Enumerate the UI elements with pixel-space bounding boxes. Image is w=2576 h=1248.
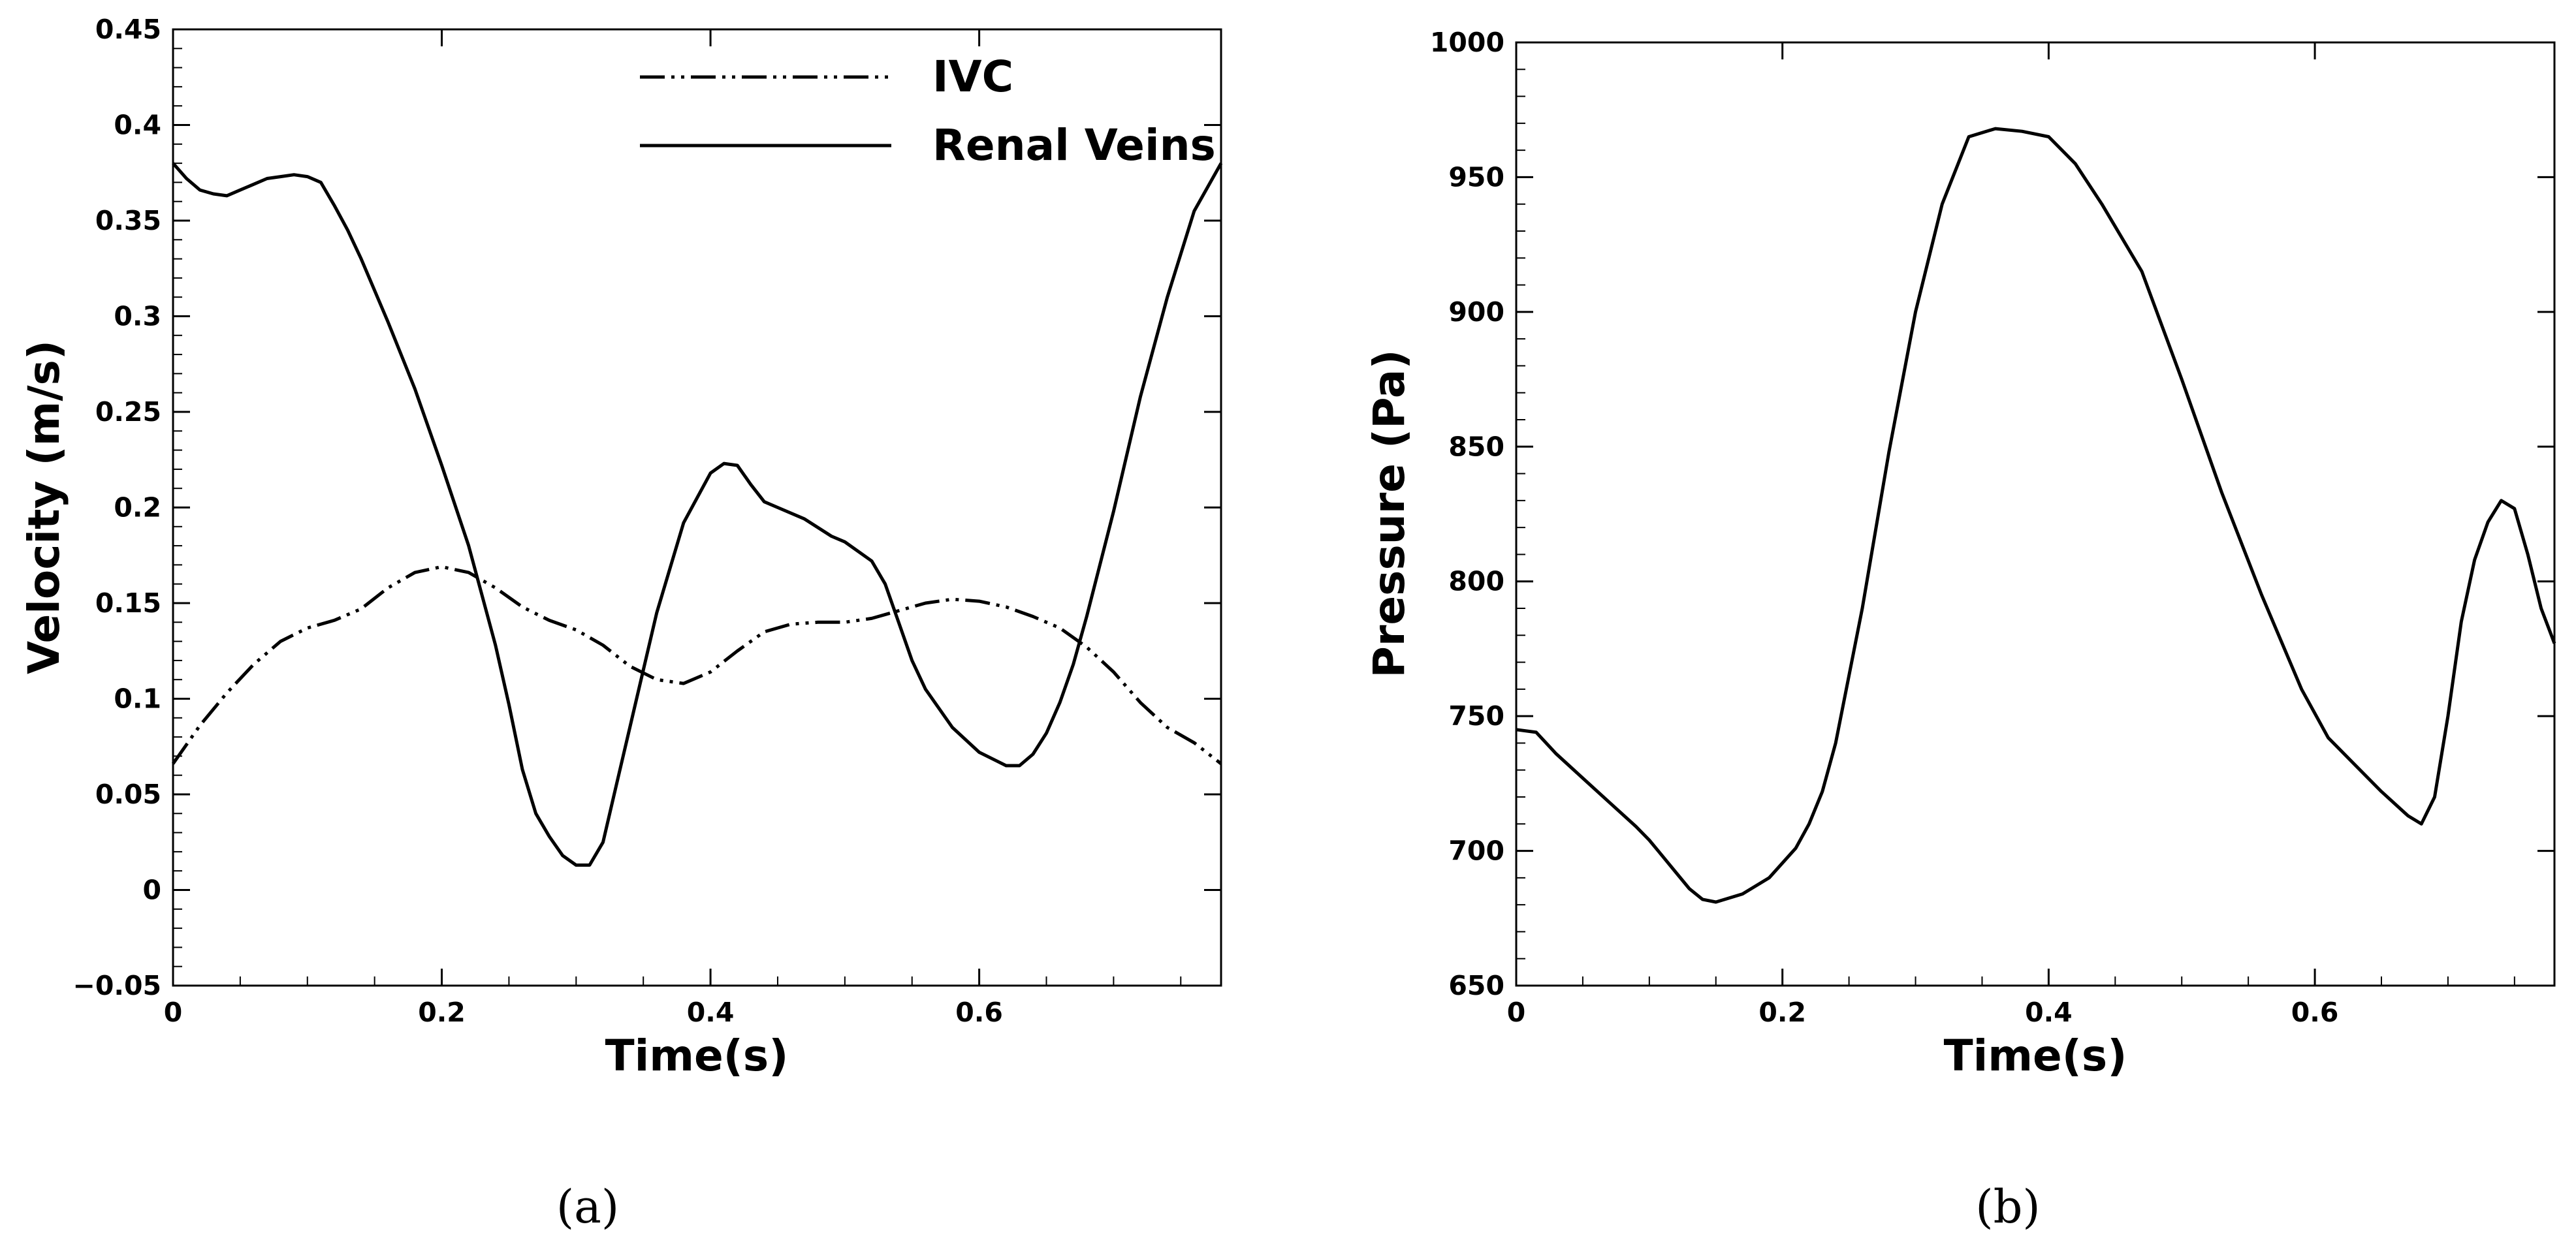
velocity-series [171,162,1223,867]
pressure-x-tick-labels: 0 0.2 0.4 0.6 [1507,997,2339,1028]
legend-label-ivc: IVC [932,52,1013,102]
velocity-series-line-renal-veins [172,162,1223,867]
pressure-y-tick-label: 650 [1448,970,1504,1001]
velocity-y-tick-label: 0.05 [95,779,161,810]
velocity-y-tick-label: 0.15 [95,587,161,619]
pressure-series [1516,127,2556,904]
pressure-axis-ticks [1515,41,2554,987]
panel-label-a: (a) [556,1180,619,1234]
velocity-x-tick-label: 0.2 [418,997,466,1028]
velocity-y-tick-label: 0.2 [114,492,161,523]
velocity-axis-ticks [172,28,1221,987]
velocity-y-tick-label: 0.1 [114,683,161,715]
pressure-x-tick-label: 0.2 [1758,997,1806,1028]
velocity-x-tick-label: 0 [164,997,183,1028]
pressure-x-axis-title: Time(s) [1944,1031,2127,1081]
velocity-x-tick-labels: 0 0.2 0.4 0.6 [164,997,1003,1028]
velocity-y-tick-labels: −0.05 0 0.05 0.1 0.15 0.2 0.25 0.3 0.35 0.4 0.45 [72,14,161,1001]
velocity-x-tick-label: 0.6 [955,997,1003,1028]
pressure-y-tick-label: 900 [1448,296,1504,328]
pressure-series-line-pressure [1516,127,2556,904]
velocity-y-tick-label: 0.25 [95,396,161,428]
pressure-plot-frame [1515,41,2556,987]
velocity-y-tick-label: 0.4 [114,110,161,141]
pressure-y-tick-label: 950 [1448,161,1504,193]
pressure-y-tick-labels: 650 700 750 800 850 900 950 1000 [1430,27,1504,1001]
panel-label-b: (b) [1975,1180,2040,1234]
pressure-y-tick-label: 1000 [1430,27,1504,58]
velocity-plot-frame [172,28,1222,987]
velocity-y-tick-label: 0.3 [114,301,161,332]
pressure-x-tick-label: 0.6 [2291,997,2339,1028]
legend-label-renal-veins: Renal Veins [932,120,1216,170]
pressure-x-tick-label: 0 [1507,997,1526,1028]
velocity-y-tick-label: 0.35 [95,205,161,236]
pressure-y-tick-label: 850 [1448,431,1504,462]
velocity-series-line-ivc [171,565,1222,766]
velocity-y-tick-label: −0.05 [72,970,161,1001]
legend: IVC Renal Veins [640,52,1216,170]
pressure-chart: 650 700 750 800 850 900 950 1000 0 0.2 0.4 0.6 Tim… [1364,27,2556,1234]
velocity-y-axis-title: Velocity (m/s) [19,340,69,674]
pressure-y-tick-label: 700 [1448,835,1504,867]
pressure-y-tick-label: 800 [1448,566,1504,597]
velocity-x-axis-title: Time(s) [605,1031,789,1081]
velocity-y-tick-label: 0 [142,875,161,906]
velocity-y-tick-label: 0.45 [95,14,161,45]
velocity-x-tick-label: 0.4 [687,997,735,1028]
pressure-y-tick-label: 750 [1448,700,1504,732]
pressure-x-tick-label: 0.4 [2025,997,2073,1028]
pressure-y-axis-title: Pressure (Pa) [1364,350,1414,678]
